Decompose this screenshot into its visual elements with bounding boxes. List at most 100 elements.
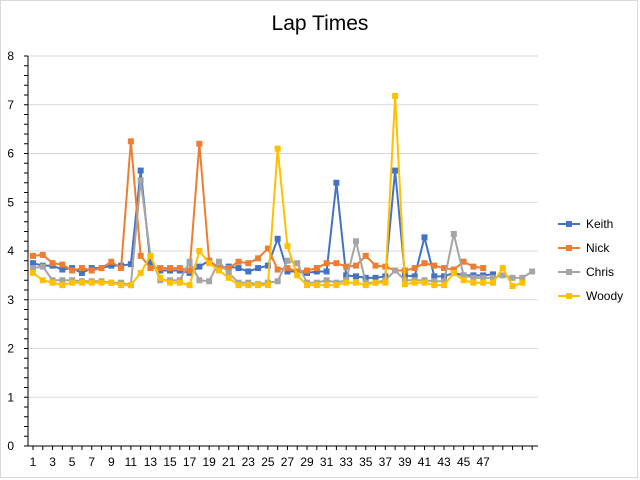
data-point-nick <box>118 265 125 272</box>
legend-label: Nick <box>586 241 610 255</box>
data-point-woody <box>372 279 379 286</box>
data-point-woody <box>411 279 418 286</box>
x-tick-label: 41 <box>418 455 432 469</box>
data-point-chris <box>460 272 467 279</box>
y-tick-label: 7 <box>7 98 14 112</box>
y-tick-label: 6 <box>7 147 14 161</box>
data-point-chris <box>509 274 516 281</box>
x-tick-label: 35 <box>359 455 373 469</box>
data-point-woody <box>167 279 174 286</box>
data-point-nick <box>88 267 95 274</box>
x-tick-label: 25 <box>261 455 275 469</box>
data-point-nick <box>39 251 46 258</box>
data-point-nick <box>470 263 477 270</box>
data-point-keith <box>78 269 85 276</box>
data-point-nick <box>176 265 183 272</box>
data-point-keith <box>30 260 36 267</box>
data-point-woody <box>499 265 506 272</box>
data-point-woody <box>59 282 66 289</box>
data-point-chris <box>441 278 448 285</box>
data-point-chris <box>294 260 301 267</box>
legend-item-woody: Woody <box>558 289 623 303</box>
data-point-woody <box>441 282 448 289</box>
data-point-woody <box>215 267 222 274</box>
data-point-nick <box>245 260 252 267</box>
data-point-woody <box>186 282 193 289</box>
data-point-chris <box>529 268 536 275</box>
data-point-chris <box>499 272 506 279</box>
data-point-keith <box>392 167 399 174</box>
data-point-woody <box>470 279 477 286</box>
data-point-chris <box>30 265 36 272</box>
data-point-keith <box>323 268 330 275</box>
data-point-keith <box>108 262 115 269</box>
data-point-woody <box>333 282 340 289</box>
legend-marker <box>566 269 572 275</box>
x-tick-label: 15 <box>163 455 177 469</box>
data-point-nick <box>255 255 262 262</box>
data-point-keith <box>127 261 134 268</box>
data-point-woody <box>69 279 76 286</box>
chart-title: Lap Times <box>271 12 369 35</box>
data-point-woody <box>343 279 350 286</box>
x-tick-label: 13 <box>144 455 158 469</box>
data-point-keith <box>284 268 291 275</box>
data-point-nick <box>411 265 418 272</box>
x-tick-label: 29 <box>300 455 314 469</box>
data-point-chris <box>323 277 330 284</box>
data-point-chris <box>431 278 438 285</box>
data-point-woody <box>30 269 36 276</box>
data-point-woody <box>284 243 291 250</box>
legend-marker <box>566 221 572 227</box>
legend-item-chris: Chris <box>558 265 614 279</box>
x-tick-label: 5 <box>69 455 76 469</box>
data-point-keith <box>147 260 154 267</box>
series-line-nick <box>32 140 484 273</box>
data-point-woody <box>264 282 271 289</box>
data-point-chris <box>489 274 496 281</box>
data-point-chris <box>137 177 144 184</box>
data-point-woody <box>225 274 232 281</box>
x-tick-label: 39 <box>398 455 412 469</box>
data-point-chris <box>284 257 291 264</box>
y-tick-label: 0 <box>7 439 14 453</box>
x-tick-label: 11 <box>125 455 138 469</box>
x-tick-label: 43 <box>437 455 451 469</box>
data-point-nick <box>460 258 467 265</box>
series-woody <box>30 92 526 290</box>
data-point-woody <box>509 283 516 290</box>
y-tick-labels: 0 1 2 3 4 5 6 7 8 <box>7 49 14 453</box>
x-tick-label: 45 <box>457 455 471 469</box>
data-point-chris <box>274 278 281 285</box>
data-point-chris <box>519 274 526 281</box>
y-tick-label: 8 <box>7 49 14 63</box>
data-point-keith <box>489 271 496 278</box>
data-point-woody <box>401 281 408 288</box>
x-tick-label: 7 <box>88 455 95 469</box>
series-line-chris <box>32 179 533 287</box>
data-point-woody <box>88 279 95 286</box>
data-point-woody <box>294 272 301 279</box>
series-group <box>30 92 536 290</box>
data-point-nick <box>196 140 203 147</box>
data-point-nick <box>304 267 311 274</box>
data-point-nick <box>294 268 301 275</box>
data-point-woody <box>108 279 115 286</box>
data-point-nick <box>225 265 232 272</box>
data-point-nick <box>98 265 105 272</box>
data-point-keith <box>352 273 359 280</box>
x-tick-label: 31 <box>320 455 334 469</box>
data-point-woody <box>304 282 311 289</box>
data-point-woody <box>98 279 105 286</box>
data-point-woody <box>392 92 399 99</box>
data-point-chris <box>352 238 359 245</box>
data-point-nick <box>450 266 457 273</box>
data-point-chris <box>480 274 487 281</box>
y-tick-label: 4 <box>7 244 14 258</box>
legend-label: Chris <box>586 265 614 279</box>
data-point-chris <box>206 278 213 285</box>
y-tick-label: 2 <box>7 342 14 356</box>
data-point-keith <box>235 265 242 272</box>
